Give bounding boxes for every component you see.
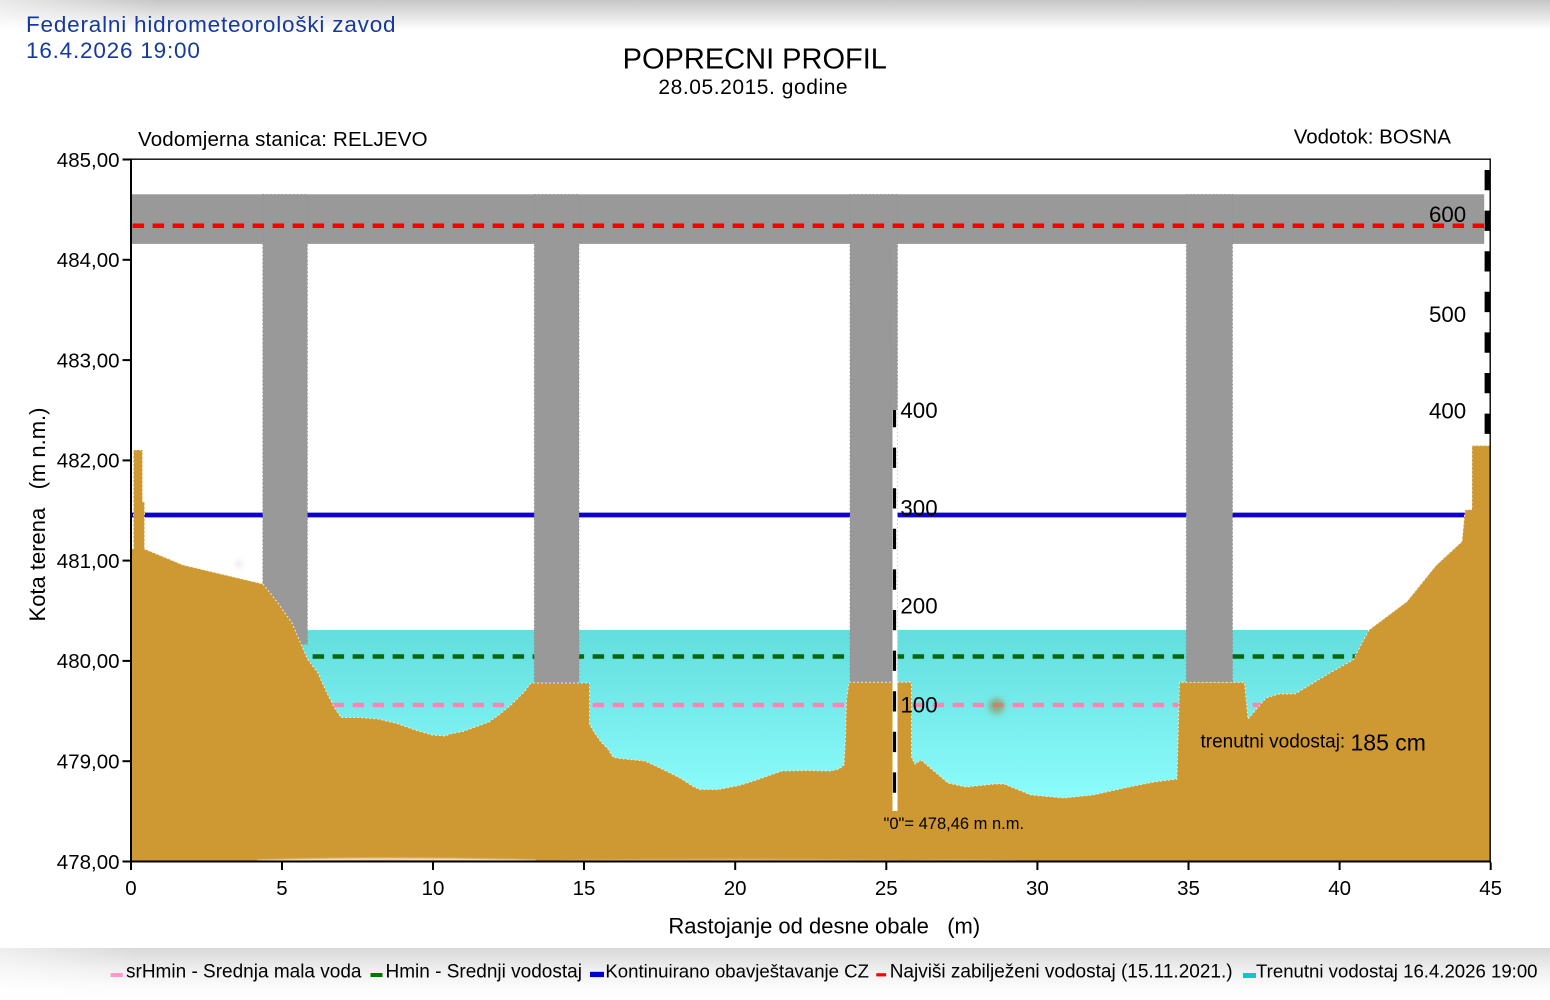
svg-text:400: 400	[900, 398, 937, 423]
svg-text:200: 200	[900, 593, 937, 618]
svg-text:Vodomjerna stanica: RELJEVO: Vodomjerna stanica: RELJEVO	[138, 128, 428, 151]
svg-text:Hmin - Srednji vodostaj: Hmin - Srednji vodostaj	[386, 962, 582, 983]
svg-text:480,00: 480,00	[57, 650, 120, 673]
svg-text:479,00: 479,00	[57, 751, 120, 774]
svg-text:600: 600	[1429, 202, 1466, 227]
svg-text:trenutni vodostaj:: trenutni vodostaj:	[1201, 732, 1346, 753]
svg-text:400: 400	[1429, 399, 1466, 424]
svg-text:0: 0	[125, 877, 136, 900]
svg-text:Kota terena (m n.m.): Kota terena (m n.m.)	[25, 408, 50, 622]
svg-text:Najviši zabilježeni vodostaj (: Najviši zabilježeni vodostaj (15.11.2021…	[890, 962, 1233, 983]
svg-text:482,00: 482,00	[57, 450, 120, 473]
svg-text:Trenutni vodostaj 16.4.2026 19: Trenutni vodostaj 16.4.2026 19:00	[1256, 961, 1538, 982]
svg-text:478,00: 478,00	[57, 851, 120, 874]
svg-text:15: 15	[573, 877, 596, 900]
svg-text:483,00: 483,00	[57, 349, 120, 372]
svg-text:POPRECNI PROFIL: POPRECNI PROFIL	[623, 43, 887, 75]
svg-text:5: 5	[276, 877, 287, 900]
svg-text:Vodotok: BOSNA: Vodotok: BOSNA	[1294, 126, 1452, 149]
svg-text:485,00: 485,00	[57, 149, 120, 172]
svg-text:20: 20	[724, 877, 747, 900]
svg-text:484,00: 484,00	[57, 249, 120, 272]
svg-text:"0"= 478,46 m n.m.: "0"= 478,46 m n.m.	[884, 815, 1025, 833]
svg-text:Kontinuirano obavještavanje CZ: Kontinuirano obavještavanje CZ	[605, 961, 869, 982]
svg-text:srHmin - Srednja mala voda: srHmin - Srednja mala voda	[126, 962, 362, 983]
svg-text:45: 45	[1479, 877, 1502, 900]
svg-text:185 cm: 185 cm	[1351, 730, 1426, 756]
svg-text:25: 25	[875, 877, 898, 900]
svg-text:40: 40	[1328, 877, 1351, 900]
svg-text:100: 100	[900, 692, 937, 717]
svg-text:300: 300	[900, 495, 937, 520]
svg-text:Rastojanje od desne obale (m: Rastojanje od desne obale (m)	[668, 914, 980, 939]
svg-text:500: 500	[1429, 302, 1466, 327]
svg-text:28.05.2015. godine: 28.05.2015. godine	[658, 76, 848, 99]
svg-text:30: 30	[1026, 877, 1049, 900]
svg-text:481,00: 481,00	[57, 550, 120, 573]
svg-text:35: 35	[1177, 877, 1200, 900]
svg-text:10: 10	[422, 877, 445, 900]
